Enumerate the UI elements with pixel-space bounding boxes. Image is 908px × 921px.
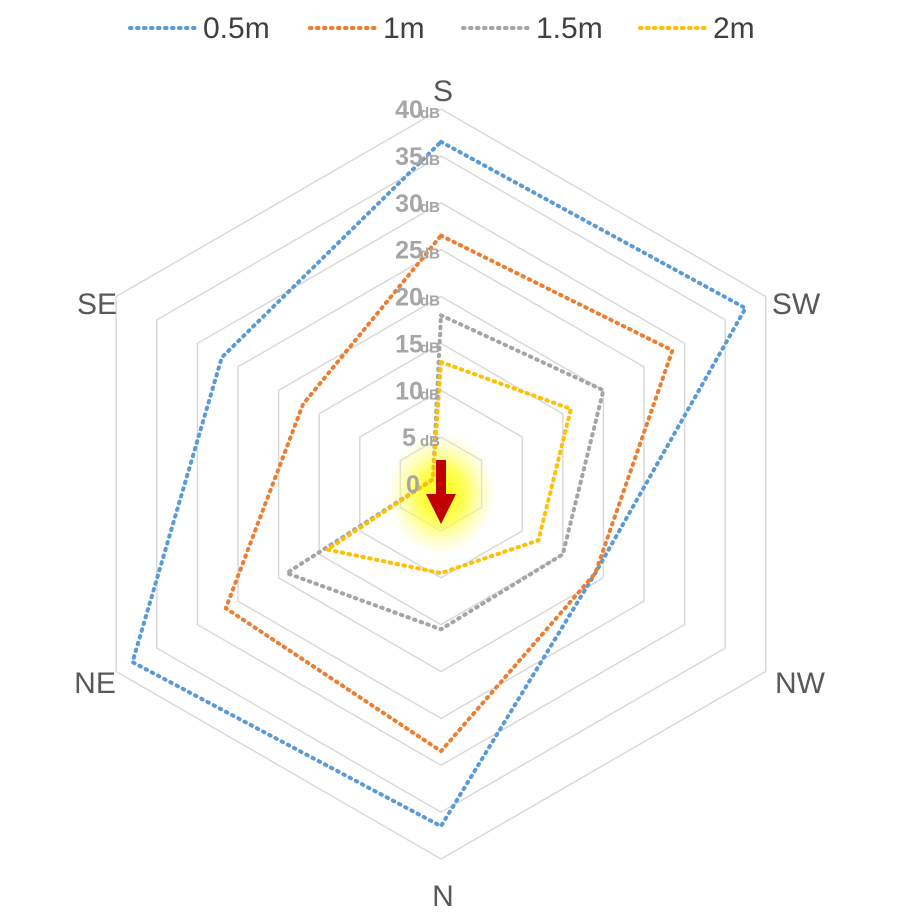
legend-entry-1-5m: 1.5m	[461, 12, 603, 45]
grid-ring	[115, 108, 767, 860]
series-line-2m	[325, 360, 573, 576]
direction-label-ne: NE	[74, 667, 116, 700]
legend-entry-0-5m: 0.5m	[128, 12, 270, 45]
grid-ring	[318, 342, 564, 626]
direction-label-n: N	[432, 880, 454, 913]
series-line-0-5m	[130, 139, 748, 829]
tick-label-unit: dB	[420, 433, 440, 450]
direction-label-se: SE	[77, 288, 117, 321]
arrow-shaft	[436, 460, 446, 496]
tick-label-value: 25	[395, 237, 423, 265]
direction-label-s: S	[433, 75, 453, 108]
tick-label-value: 35	[395, 143, 423, 171]
grid-ring	[277, 295, 605, 673]
tick-label-value: 10	[395, 377, 423, 405]
arrow-head	[426, 494, 456, 524]
tick-label: 5 dB	[402, 424, 440, 452]
legend-label: 1.5m	[536, 12, 603, 45]
tick-label-unit: dB	[420, 105, 440, 122]
series-line-1m	[223, 233, 675, 754]
tick-label-value: 15	[395, 330, 423, 358]
tick-label-value: 20	[395, 284, 423, 312]
tick-label-value: 0	[406, 471, 420, 499]
grid-ring	[156, 155, 726, 813]
tick-label-value: 30	[395, 190, 423, 218]
tick-label-unit: dB	[420, 339, 440, 356]
tick-label-unit: dB	[420, 293, 440, 310]
legend-label: 0.5m	[203, 12, 270, 45]
tick-label-value: 40	[395, 96, 423, 124]
legend-entry-2m: 2m	[638, 12, 755, 45]
grid-ring	[359, 389, 523, 579]
direction-label-sw: SW	[772, 288, 821, 321]
tick-label-value: 5	[402, 424, 416, 452]
legend-label: 2m	[713, 12, 755, 45]
direction-label-nw: NW	[775, 667, 826, 700]
legend: 0.5m 1m 1.5m 2m	[128, 12, 755, 45]
tick-label-unit: dB	[420, 152, 440, 169]
tick-label: 0	[406, 471, 420, 499]
series-lines	[130, 139, 748, 829]
radar-grid	[115, 108, 767, 860]
grid-ring	[237, 248, 645, 720]
legend-label: 1m	[383, 12, 425, 45]
tick-label-unit: dB	[420, 386, 440, 403]
direction-labels: S SW NW N NE SE	[74, 75, 826, 913]
tick-label-unit: dB	[420, 199, 440, 216]
tick-label-unit: dB	[420, 246, 440, 263]
legend-entry-1m: 1m	[308, 12, 425, 45]
north-arrow-annotation	[386, 432, 496, 556]
grid-ring	[196, 201, 686, 767]
